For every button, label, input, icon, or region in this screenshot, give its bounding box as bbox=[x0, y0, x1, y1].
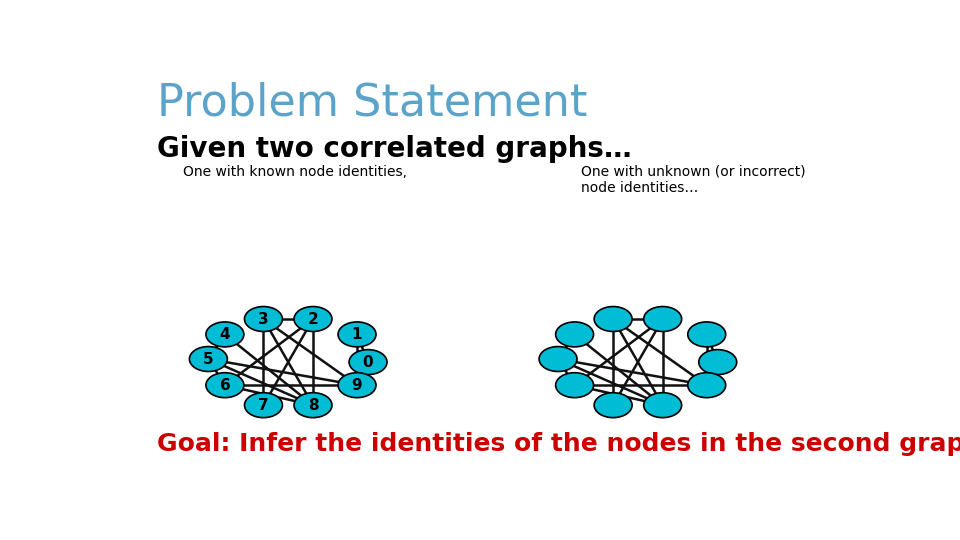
Ellipse shape bbox=[338, 322, 376, 347]
Ellipse shape bbox=[594, 393, 632, 417]
Text: One with known node identities,: One with known node identities, bbox=[182, 165, 407, 179]
Text: 3: 3 bbox=[258, 312, 269, 327]
Ellipse shape bbox=[699, 349, 736, 375]
Ellipse shape bbox=[206, 322, 244, 347]
Ellipse shape bbox=[687, 373, 726, 397]
Text: Goal: Infer the identities of the nodes in the second graph: Goal: Infer the identities of the nodes … bbox=[157, 431, 960, 456]
Text: 7: 7 bbox=[258, 397, 269, 413]
Ellipse shape bbox=[644, 393, 682, 417]
Text: 6: 6 bbox=[220, 377, 230, 393]
Text: One with unknown (or incorrect)
node identities…: One with unknown (or incorrect) node ide… bbox=[581, 165, 805, 195]
Text: Problem Statement: Problem Statement bbox=[157, 82, 588, 124]
Text: Given two correlated graphs…: Given two correlated graphs… bbox=[157, 136, 632, 164]
Ellipse shape bbox=[245, 307, 282, 332]
Ellipse shape bbox=[245, 393, 282, 417]
Ellipse shape bbox=[189, 347, 228, 372]
Ellipse shape bbox=[644, 307, 682, 332]
Ellipse shape bbox=[349, 349, 387, 375]
Ellipse shape bbox=[206, 373, 244, 397]
Text: 8: 8 bbox=[308, 397, 319, 413]
Ellipse shape bbox=[294, 307, 332, 332]
Ellipse shape bbox=[556, 322, 593, 347]
Text: 1: 1 bbox=[351, 327, 362, 342]
Ellipse shape bbox=[294, 393, 332, 417]
Ellipse shape bbox=[338, 373, 376, 397]
Ellipse shape bbox=[556, 373, 593, 397]
Ellipse shape bbox=[594, 307, 632, 332]
Ellipse shape bbox=[540, 347, 577, 372]
Text: 0: 0 bbox=[363, 355, 373, 369]
Text: 9: 9 bbox=[351, 377, 362, 393]
Ellipse shape bbox=[687, 322, 726, 347]
Text: 4: 4 bbox=[220, 327, 230, 342]
Text: 2: 2 bbox=[307, 312, 319, 327]
Text: 5: 5 bbox=[204, 352, 214, 367]
